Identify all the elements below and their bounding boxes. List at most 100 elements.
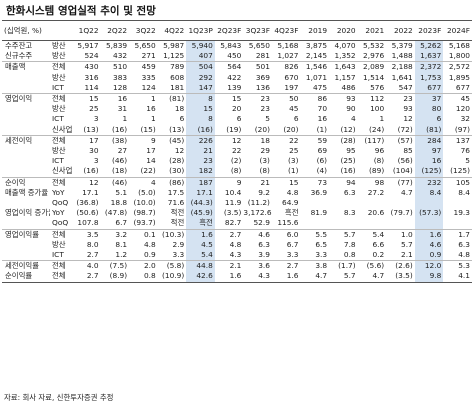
row-sublabel: 전체 [50, 93, 73, 105]
table-cell: 271 [141, 51, 156, 61]
row-label [2, 83, 50, 94]
table-cell: (117) [357, 134, 387, 147]
table-cell: (38) [100, 134, 130, 147]
row-sublabel: 방산 [52, 146, 66, 156]
table-cell: 4 [129, 176, 158, 188]
row-label [2, 250, 50, 261]
table-cell: 1,514 [363, 72, 385, 82]
table-cell: 5.1 [115, 187, 128, 197]
table-cell: 197 [284, 82, 299, 92]
table-cell [329, 218, 358, 229]
table-cell: 1 [122, 114, 128, 124]
table-cell: 2.7 [72, 271, 101, 283]
row-label: 영업이익 증가율 [5, 208, 50, 218]
table-cell: (45) [157, 134, 187, 147]
column-header: 3Q22 [129, 20, 158, 41]
table-cell: 114 [84, 82, 99, 92]
table-cell: (15) [140, 124, 156, 134]
table-cell [301, 198, 330, 208]
table-cell: 789 [157, 61, 187, 73]
table-cell: (98.7) [133, 208, 156, 218]
table-cell: (104) [392, 166, 413, 176]
table-row: 방산 8.0 8.1 4.8 2.9 4.5 4.8 6.3 6.7 6.5 7.8 6.6 5.7 4.… [2, 239, 472, 251]
table-row: ICT 2.7 1.2 0.9 3.3 5.4 4.3 3.9 3.3 3.3 0.8 0.2 2.1 0… [2, 250, 472, 261]
table-cell: 5,940 [186, 40, 215, 52]
table-cell: (36.8) [76, 198, 99, 208]
table-cell: 45 [443, 93, 472, 105]
table-cell: 2,976 [363, 51, 385, 61]
table-cell: (18) [111, 166, 128, 176]
table-cell: 6.0 [271, 228, 301, 240]
table-cell: 6 [414, 114, 444, 125]
table-cell: 564 [214, 61, 244, 73]
table-row: 세전이익 전체 17 (38) 9 (45) 226 12 18 22 59 (28) (117) (57… [2, 134, 472, 147]
table-cell: (8) [230, 166, 242, 176]
table-cell: 93 [329, 93, 358, 105]
table-cell: 4.1 [443, 271, 472, 283]
table-cell: 316 [84, 72, 99, 82]
table-cell: 21 [243, 176, 272, 188]
table-cell [329, 198, 358, 208]
table-cell: 6.7 [115, 218, 128, 228]
table-row: 세전이익률 전체 4.0 (7.5) 2.0 (5.8) 44.8 2.1 3.6 2.7 3.8(… [2, 260, 472, 272]
table-cell: 0.2 [372, 250, 385, 260]
row-label: 신규수주 [5, 51, 33, 61]
table-cell: 16 [146, 104, 156, 114]
table-cell: 1,546 [300, 61, 330, 73]
table-cell: 23 [386, 93, 415, 105]
table-cell: 383 [113, 72, 128, 82]
table-cell: 5,917 [72, 40, 101, 52]
column-header: 4Q22 [157, 20, 187, 41]
table-cell: (1.7) [329, 260, 358, 272]
row-label: 매출액 [2, 61, 50, 73]
table-cell: (1) [288, 166, 299, 176]
table-cell: 2.7 [86, 250, 99, 260]
table-cell: 1.0 [386, 228, 415, 240]
table-row: 순이익률 전체 2.7 (8.9) 0.8 (10.9) 42.6 1.6 4.3 1.6 4.7 5… [2, 271, 472, 283]
table-cell: (46) [111, 156, 128, 166]
table-cell: 85 [403, 146, 413, 156]
table-cell: 826 [271, 61, 301, 73]
table-cell: (10.9) [157, 271, 187, 283]
table-cell: 670 [284, 72, 299, 82]
table-cell: 37 [414, 93, 444, 105]
table-row: 방산 30 27 17 12 21 22 29 25 69 95 96 85 97 76 [2, 146, 472, 157]
table-cell: 20 [231, 104, 242, 114]
table-cell: 4.8 [458, 250, 470, 260]
table-cell: (16) [186, 124, 215, 136]
table-cell: 15 [186, 104, 215, 115]
table-cell: 677 [414, 82, 444, 94]
table-cell: 82.7 [224, 218, 242, 228]
table-cell: 105 [443, 176, 472, 188]
table-cell: 20.6 [367, 208, 385, 218]
table-cell [414, 218, 444, 230]
table-cell: (5.6) [357, 260, 387, 272]
table-cell: 8.4 [414, 187, 444, 199]
table-cell: 5.4 [357, 228, 387, 240]
table-cell: 18 [243, 134, 272, 147]
row-label: 영업이익률 [2, 228, 50, 240]
table-cell: (46) [100, 176, 130, 188]
row-sublabel: 전체 [50, 260, 73, 272]
table-cell: (3) [259, 156, 270, 166]
table-cell: 124 [141, 82, 156, 92]
table-cell: (57.3) [414, 208, 444, 219]
table-cell: 64.9 [282, 198, 299, 208]
table-cell: (22) [140, 166, 156, 176]
column-header: 2020 [329, 20, 358, 41]
table-cell: (93.7) [133, 218, 156, 228]
row-label [2, 166, 50, 177]
table-cell: (56) [397, 156, 413, 166]
table-row: 방산 25 31 16 18 15 20 23 45 70 90 100 93 80 120 [2, 104, 472, 115]
table-cell: 11.9 [224, 198, 242, 208]
table-cell: 6.3 [458, 239, 470, 249]
table-cell: (79.7) [390, 208, 413, 218]
table-cell: 504 [186, 61, 215, 73]
table-row: QoQ 107.8 6.7 (93.7) 적전 흑전 82.7 52.9 115.6 [2, 218, 472, 230]
table-row: 영업이익 증가율 YoY (50.6) (47.8) (98.7) 적전 (45.9) (3.… [2, 208, 472, 219]
table-cell: 5.4 [186, 250, 215, 261]
table-cell: 5.7 [329, 228, 358, 240]
table-cell: 70 [317, 104, 328, 114]
table-cell: 5,843 [214, 40, 244, 52]
column-header: 2Q22 [100, 20, 130, 41]
